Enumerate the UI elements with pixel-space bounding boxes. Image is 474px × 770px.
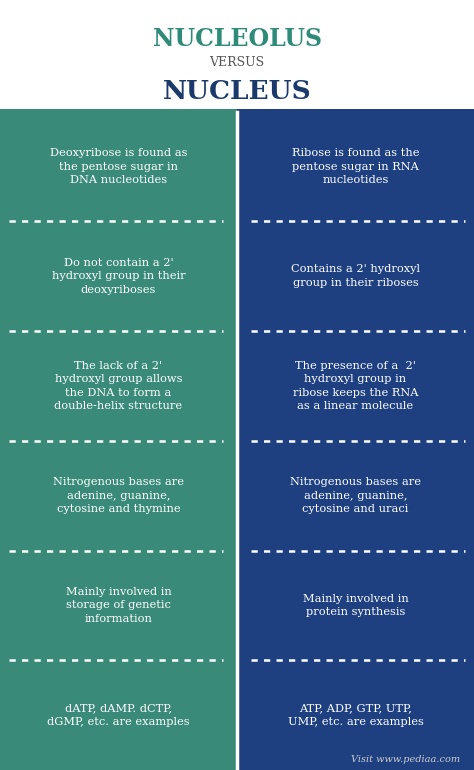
- Text: dATP, dAMP. dCTP,
dGMP, etc. are examples: dATP, dAMP. dCTP, dGMP, etc. are example…: [47, 703, 190, 727]
- Text: The presence of a  2'
hydroxyl group in
ribose keeps the RNA
as a linear molecul: The presence of a 2' hydroxyl group in r…: [293, 360, 418, 411]
- Bar: [237, 440, 474, 551]
- Text: VERSUS: VERSUS: [210, 56, 264, 69]
- Text: Do not contain a 2'
hydroxyl group in their
deoxyriboses: Do not contain a 2' hydroxyl group in th…: [52, 258, 185, 295]
- Bar: [0, 112, 237, 222]
- Text: Nitrogenous bases are
adenine, guanine,
cytosine and uraci: Nitrogenous bases are adenine, guanine, …: [290, 477, 421, 514]
- Text: Visit www.pediaa.com: Visit www.pediaa.com: [351, 755, 460, 764]
- Bar: [0, 331, 237, 440]
- Text: Ribose is found as the
pentose sugar in RNA
nucleotides: Ribose is found as the pentose sugar in …: [292, 148, 419, 185]
- Bar: [0, 660, 237, 770]
- Bar: [0, 222, 237, 331]
- Text: ATP, ADP, GTP, UTP,
UMP, etc. are examples: ATP, ADP, GTP, UTP, UMP, etc. are exampl…: [288, 703, 423, 727]
- Text: Nitrogenous bases are
adenine, guanine,
cytosine and thymine: Nitrogenous bases are adenine, guanine, …: [53, 477, 184, 514]
- Bar: [237, 112, 474, 222]
- Text: NUCLEOLUS: NUCLEOLUS: [153, 27, 321, 51]
- Text: Deoxyribose is found as
the pentose sugar in
DNA nucleotides: Deoxyribose is found as the pentose suga…: [50, 148, 187, 185]
- Text: The lack of a 2'
hydroxyl group allows
the DNA to form a
double-helix structure: The lack of a 2' hydroxyl group allows t…: [55, 360, 182, 411]
- Bar: [0, 440, 237, 551]
- Bar: [237, 109, 474, 112]
- Text: Mainly involved in
storage of genetic
information: Mainly involved in storage of genetic in…: [65, 587, 172, 624]
- Text: NUCLEUS: NUCLEUS: [163, 79, 311, 104]
- Bar: [237, 222, 474, 331]
- Bar: [0, 551, 237, 660]
- Text: Contains a 2' hydroxyl
group in their riboses: Contains a 2' hydroxyl group in their ri…: [291, 264, 420, 288]
- Bar: [237, 660, 474, 770]
- Bar: [237, 331, 474, 440]
- Bar: [0, 109, 237, 112]
- Bar: [237, 551, 474, 660]
- Text: Mainly involved in
protein synthesis: Mainly involved in protein synthesis: [302, 594, 409, 618]
